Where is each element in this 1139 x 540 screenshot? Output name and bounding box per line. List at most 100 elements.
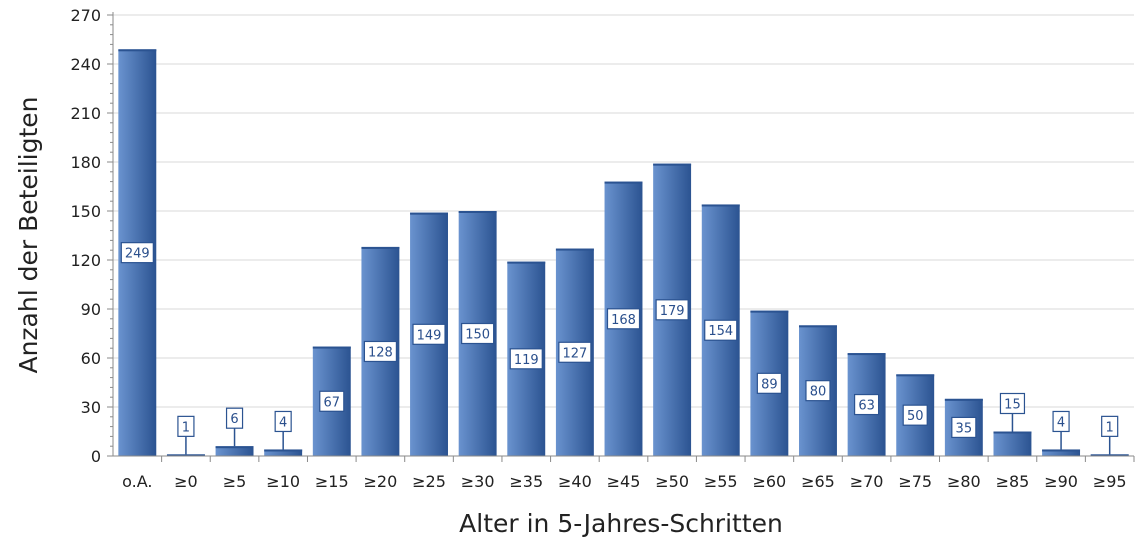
data-label: 80: [810, 385, 827, 400]
data-label-box: [177, 415, 195, 437]
data-label: 179: [660, 304, 685, 319]
x-tick-label: ≥45: [607, 472, 641, 491]
data-label: 1: [182, 420, 190, 435]
bar-top-edge: [555, 248, 594, 251]
x-tick-label: ≥85: [996, 472, 1030, 491]
y-tick-label: 0: [91, 447, 101, 466]
data-label-box: [606, 308, 641, 330]
data-label-box: [558, 341, 592, 363]
y-tick-label: 30: [81, 398, 101, 417]
x-tick-label: ≥40: [558, 472, 592, 491]
bar-top-edge: [410, 212, 448, 215]
data-label-box: [363, 340, 398, 363]
data-label: 168: [611, 313, 636, 328]
bar-top-edge: [799, 325, 837, 328]
axes: [107, 12, 1135, 462]
bar-top-edge: [118, 49, 157, 52]
data-label-box: [902, 404, 928, 426]
bars: [118, 49, 1129, 457]
bar-top-edge: [166, 454, 205, 456]
x-tick-label: ≥5: [223, 472, 247, 491]
bar-top-edge: [1090, 454, 1129, 456]
bar: [215, 446, 254, 456]
data-label-box: [509, 348, 543, 370]
data-label-box: [225, 407, 244, 429]
data-label: 6: [230, 412, 238, 427]
y-tick-label: 240: [70, 55, 101, 74]
data-label: 63: [858, 399, 875, 414]
x-tick-label: ≥75: [898, 472, 932, 491]
x-axis-title: Alter in 5-Jahres-Schritten: [459, 509, 783, 538]
y-tick-label: 180: [70, 153, 101, 172]
data-label-box: [704, 319, 738, 341]
bar-top-edge: [1042, 449, 1081, 452]
x-tick-label: ≥70: [850, 472, 884, 491]
data-label: 154: [708, 324, 733, 339]
x-tick-label: ≥20: [364, 472, 398, 491]
bar-top-edge: [750, 310, 789, 313]
x-tick-label: ≥50: [655, 472, 689, 491]
y-tick-label: 270: [70, 6, 101, 25]
x-tick-label: ≥30: [461, 472, 495, 491]
data-label: 89: [761, 377, 778, 392]
bar: [993, 431, 1032, 456]
data-label: 4: [279, 415, 287, 430]
data-label-box: [274, 410, 292, 433]
data-label: 119: [514, 353, 539, 368]
bar-top-edge: [604, 181, 643, 184]
data-label-box: [805, 380, 831, 402]
x-tick-label: ≥65: [801, 472, 835, 491]
data-label: 50: [907, 409, 924, 424]
data-label-box: [1101, 415, 1119, 437]
data-label: 127: [562, 346, 587, 361]
bar: [1042, 449, 1081, 456]
bar: [264, 449, 303, 456]
data-label: 15: [1004, 398, 1021, 413]
x-tick-label: ≥55: [704, 472, 738, 491]
bar-top-edge: [993, 431, 1032, 434]
y-tick-label: 210: [70, 104, 101, 123]
x-tick-label: ≥25: [412, 472, 446, 491]
data-label: 249: [125, 247, 150, 262]
data-label-box: [951, 416, 977, 439]
x-tick-label: o.A.: [122, 472, 152, 491]
bar-top-edge: [361, 246, 400, 249]
data-label-box: [412, 323, 446, 345]
bar-top-edge: [896, 374, 935, 377]
data-label-box: [1052, 410, 1070, 433]
y-tick-label: 150: [70, 202, 101, 221]
bar-top-edge: [458, 211, 497, 213]
data-label: 150: [465, 328, 490, 343]
data-label: 149: [417, 328, 442, 343]
data-label-box: [655, 299, 689, 321]
data-label-box: [319, 390, 345, 412]
bar-top-edge: [847, 353, 886, 356]
bar-top-edge: [653, 163, 692, 166]
data-label: 1: [1106, 420, 1114, 435]
data-label-box: [756, 372, 782, 394]
x-tick-label: ≥60: [752, 472, 786, 491]
y-axis-title: Anzahl der Beteiligten: [14, 96, 43, 373]
x-tick-label: ≥0: [174, 472, 198, 491]
y-tick-label: 90: [81, 300, 101, 319]
bar-top-edge: [507, 261, 546, 264]
data-label: 128: [368, 345, 393, 360]
bar-top-edge: [215, 446, 254, 449]
bar-top-edge: [312, 346, 351, 349]
data-label-box: [999, 392, 1026, 415]
data-label-box: [853, 393, 880, 416]
data-label-box: [461, 322, 495, 345]
x-tick-label: ≥35: [509, 472, 543, 491]
data-label: 67: [324, 395, 341, 410]
y-tick-label: 60: [81, 349, 101, 368]
x-tick-label: ≥15: [315, 472, 349, 491]
x-tick-label: ≥10: [266, 472, 300, 491]
data-label: 35: [956, 421, 973, 436]
bar-top-edge: [264, 449, 303, 452]
bar-top-edge: [944, 398, 983, 401]
x-tick-label: ≥95: [1093, 472, 1127, 491]
y-tick-label: 120: [70, 251, 101, 270]
